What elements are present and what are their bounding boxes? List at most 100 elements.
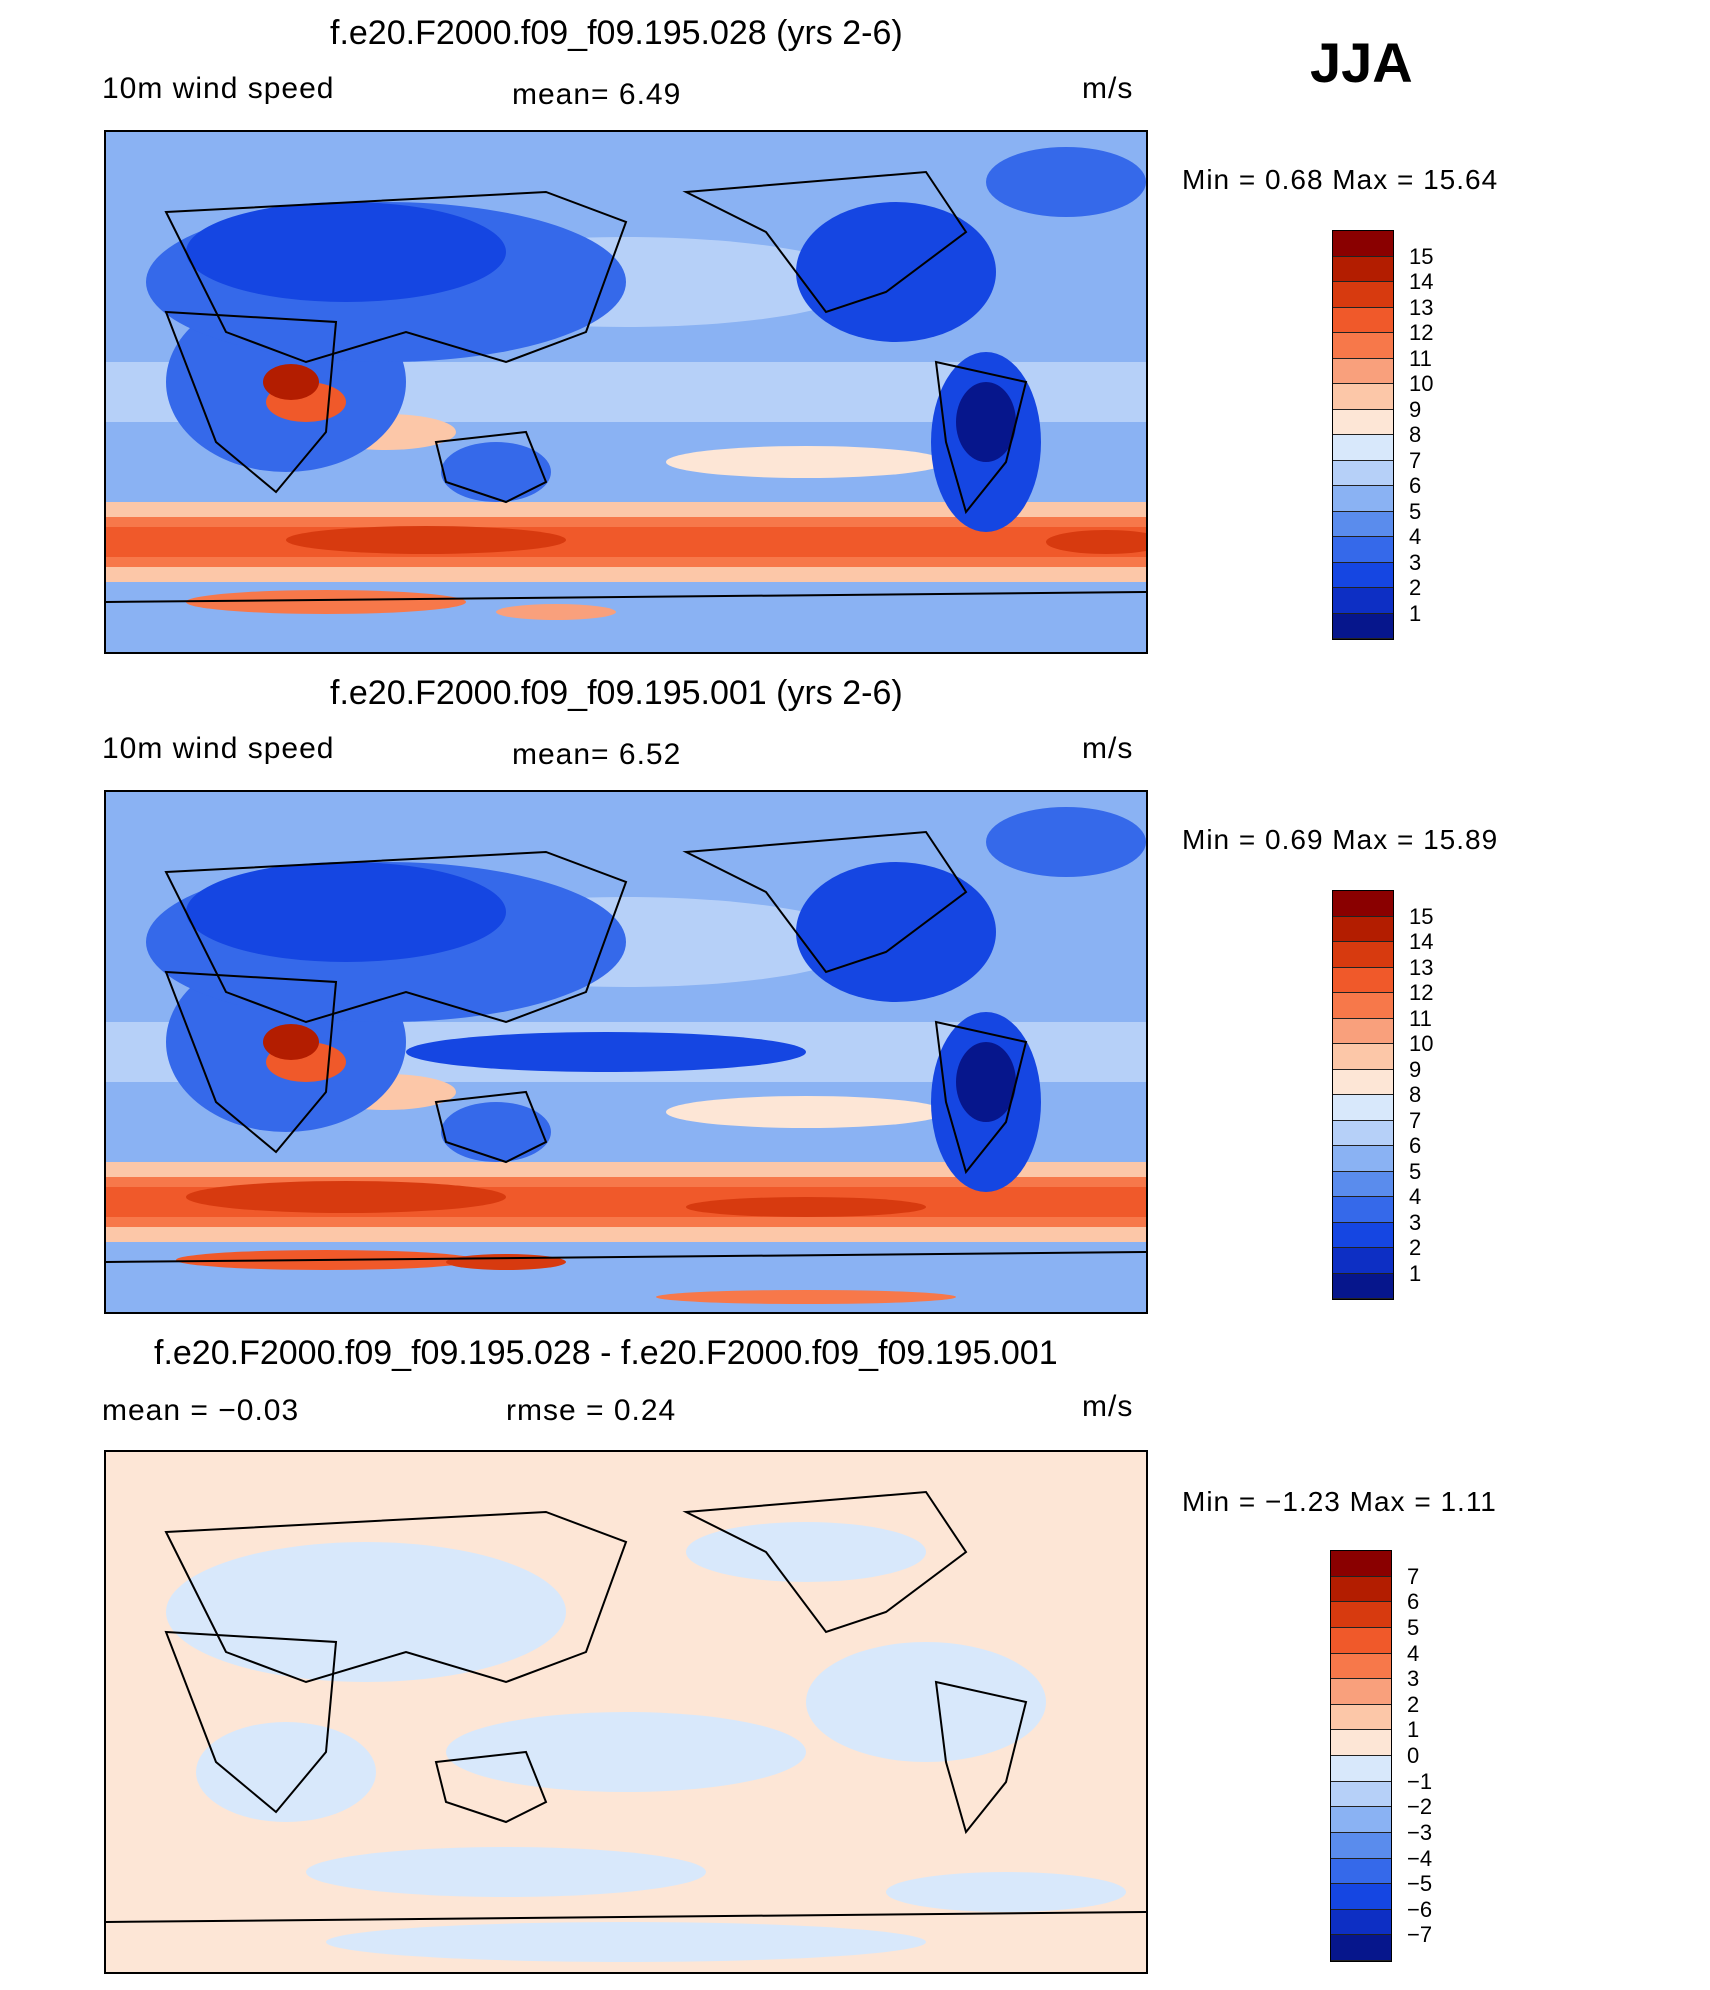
panel3-colorbar-tick-label: 0 xyxy=(1407,1743,1420,1768)
panel3-colorbar-tick-label: −7 xyxy=(1407,1922,1433,1948)
panel1-variable-label: 10m wind speed xyxy=(102,72,335,105)
panel3-minmax: Min = −1.23 Max = 1.11 xyxy=(1182,1486,1497,1517)
panel1-colorbar-tick-label: 1 xyxy=(1409,600,1422,626)
panel2-colorbar-tick-label: 4 xyxy=(1409,1184,1422,1209)
panel3-colorbar-swatch xyxy=(1331,1576,1391,1603)
panel3-colorbar-swatch xyxy=(1331,1909,1391,1936)
panel2-mean-label: mean= 6.52 xyxy=(512,738,682,771)
panel1-colorbar-tick-label: 11 xyxy=(1409,345,1432,371)
panel1-colorbar-tick-label: 12 xyxy=(1409,320,1434,345)
panel2-colorbar-tick-label: 6 xyxy=(1409,1133,1422,1158)
panel3-map-svg xyxy=(106,1452,1146,1972)
panel3-colorbar: 7 6 5 4 3 2 1 0 −1 −2 −3 −4 −5 −6 −7 xyxy=(1330,1550,1432,1962)
panel3-colorbar-swatch xyxy=(1331,1884,1391,1910)
panel2-colorbar-swatch xyxy=(1333,942,1393,968)
panel2-colorbar-tick-label: 9 xyxy=(1409,1056,1422,1082)
panel3-colorbar-tick-label: −3 xyxy=(1407,1819,1433,1845)
panel2-colorbar-swatch xyxy=(1333,1171,1393,1197)
panel2-colorbar-tick-label: 1 xyxy=(1409,1260,1422,1286)
panel2-colorbar: 15 14 13 12 11 10 9 8 7 6 5 4 3 2 1 xyxy=(1332,890,1433,1300)
panel2-colorbar-tick-label: 10 xyxy=(1409,1031,1434,1056)
panel1-map xyxy=(104,130,1148,654)
panel3-colorbar-tick-label: 6 xyxy=(1407,1589,1420,1615)
panel1-colorbar-swatch xyxy=(1333,562,1393,588)
panel3-colorbar-tick-label: −2 xyxy=(1407,1794,1433,1820)
panel3-colorbar-swatch xyxy=(1331,1602,1391,1628)
panel2-map xyxy=(104,790,1148,1314)
panel1-colorbar-swatch xyxy=(1333,460,1393,486)
panel2-colorbar-swatch xyxy=(1333,1248,1393,1274)
panel1-colorbar-swatch xyxy=(1333,409,1393,435)
panel3-colorbar-tick-label: −5 xyxy=(1407,1871,1433,1897)
panel1-colorbar-tick-label: 5 xyxy=(1409,498,1422,524)
panel2-colorbar-tick-label: 12 xyxy=(1409,980,1434,1005)
panel3-colorbar-tick-label: −4 xyxy=(1407,1845,1433,1871)
panel1-colorbar-tick-label: 7 xyxy=(1409,447,1422,473)
panel1-colorbar-swatch xyxy=(1333,613,1393,639)
panel1-colorbar-tick-label: 13 xyxy=(1409,294,1434,320)
panel1-units: m/s xyxy=(1082,72,1134,105)
panel1-colorbar-tick-label: 3 xyxy=(1409,549,1422,575)
panel2-variable-label: 10m wind speed xyxy=(102,732,335,765)
panel1-colorbar-tick-label: 9 xyxy=(1409,396,1422,422)
panel2-colorbar-tick-label: 3 xyxy=(1409,1209,1422,1235)
panel1-colorbar-swatch xyxy=(1333,384,1393,410)
panel1-colorbar-swatch xyxy=(1333,231,1393,257)
panel3-colorbar-tick-label: −6 xyxy=(1407,1896,1433,1922)
panel3-colorbar-swatch xyxy=(1331,1551,1391,1577)
panel2-colorbar-swatch xyxy=(1333,1095,1393,1121)
panel2-colorbar-tick-label: 8 xyxy=(1409,1082,1422,1107)
panel2-colorbar-swatch xyxy=(1333,993,1393,1019)
panel2-colorbar-swatch xyxy=(1333,1120,1393,1146)
panel2-colorbar-tick-label: 7 xyxy=(1409,1107,1422,1133)
panel1-colorbar-swatch xyxy=(1333,486,1393,512)
panel3-colorbar-tick-label: 2 xyxy=(1407,1691,1420,1717)
panel3-colorbar-swatch xyxy=(1331,1935,1391,1961)
panel3-colorbar-swatch xyxy=(1331,1679,1391,1705)
panel2-colorbar-swatch xyxy=(1333,1197,1393,1223)
panel2-colorbar-tick-label: 2 xyxy=(1409,1235,1422,1260)
panel1-colorbar-tick-label: 8 xyxy=(1409,422,1422,447)
panel3-colorbar-tick-label: −1 xyxy=(1407,1768,1433,1794)
panel1-map-svg xyxy=(106,132,1146,652)
panel1-colorbar: 15 14 13 12 11 10 9 8 7 6 5 4 3 2 1 xyxy=(1332,230,1433,640)
panel2-colorbar-swatch xyxy=(1333,891,1393,917)
panel3-colorbar-swatch xyxy=(1331,1653,1391,1680)
panel3-colorbar-swatch xyxy=(1331,1807,1391,1833)
panel2-colorbar-swatch xyxy=(1333,1273,1393,1299)
panel1-colorbar-tick-label: 10 xyxy=(1409,371,1434,396)
panel3-colorbar-tick-label: 5 xyxy=(1407,1614,1420,1640)
panel3-colorbar-tick-label: 1 xyxy=(1407,1717,1420,1743)
panel3-mean-label: mean = −0.03 xyxy=(102,1394,300,1427)
panel2-colorbar-swatch xyxy=(1333,1146,1393,1172)
panel2-colorbar-tick-label: 5 xyxy=(1409,1158,1422,1184)
panel1-colorbar-swatch xyxy=(1333,358,1393,384)
panel1-colorbar-tick-label: 14 xyxy=(1409,269,1434,294)
panel1-colorbar-swatch xyxy=(1333,588,1393,614)
panel3-colorbar-swatch xyxy=(1331,1704,1391,1731)
panel1-minmax: Min = 0.68 Max = 15.64 xyxy=(1182,164,1499,195)
panel2-colorbar-tick-label: 15 xyxy=(1409,903,1434,929)
panel1-colorbar-swatch xyxy=(1333,435,1393,461)
panel2-colorbar-swatch xyxy=(1333,967,1393,993)
panel3-colorbar-swatch xyxy=(1331,1832,1391,1859)
panel1-colorbar-swatch xyxy=(1333,282,1393,308)
panel3-colorbar-swatch xyxy=(1331,1756,1391,1782)
panel3-map xyxy=(104,1450,1148,1974)
panel1-colorbar-swatch xyxy=(1333,333,1393,359)
panel3-colorbar-tick-label: 7 xyxy=(1407,1563,1420,1589)
panel2-colorbar-tick-label: 13 xyxy=(1409,954,1434,980)
panel3-rmse-label: rmse = 0.24 xyxy=(506,1394,677,1427)
panel3-colorbar-tick-label: 4 xyxy=(1407,1640,1420,1666)
panel3-colorbar-swatch xyxy=(1331,1730,1391,1756)
panel2-map-svg xyxy=(106,792,1146,1312)
panel3-colorbar-swatch xyxy=(1331,1858,1391,1885)
season-label: JJA xyxy=(1310,31,1413,94)
panel2-colorbar-swatch xyxy=(1333,916,1393,942)
panel1-colorbar-tick-label: 2 xyxy=(1409,575,1422,600)
panel3-colorbar-swatch xyxy=(1331,1627,1391,1654)
panel2-colorbar-swatch xyxy=(1333,1069,1393,1095)
panel2-colorbar-swatch xyxy=(1333,1018,1393,1044)
panel1-colorbar-tick-label: 6 xyxy=(1409,473,1422,498)
panel3-colorbar-swatch xyxy=(1331,1781,1391,1808)
